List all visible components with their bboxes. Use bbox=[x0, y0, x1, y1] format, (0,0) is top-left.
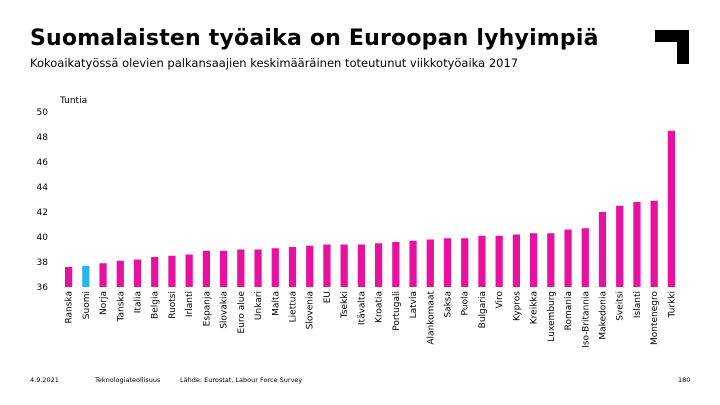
bar bbox=[374, 243, 383, 287]
y-tick-label: 42 bbox=[37, 208, 48, 218]
x-tick-label: Liettua bbox=[289, 291, 299, 322]
bars-group bbox=[64, 130, 675, 287]
x-tick-label: Tanska bbox=[116, 291, 126, 323]
chart-title: Suomalaisten työaika on Euroopan lyhyimp… bbox=[30, 26, 599, 51]
x-tick-label: Italia bbox=[134, 291, 144, 313]
x-tick-label: Ruotsi bbox=[168, 291, 178, 319]
x-tick-label: Iso-Britannia bbox=[581, 291, 591, 348]
x-tick-label: Slovakia bbox=[220, 291, 230, 329]
x-tick-label: EU bbox=[323, 291, 333, 303]
bar bbox=[64, 267, 73, 287]
bar bbox=[598, 212, 607, 287]
company-logo-icon bbox=[655, 30, 689, 64]
y-tick-label: 50 bbox=[37, 108, 49, 118]
x-tick-label: Saksa bbox=[444, 291, 454, 318]
bar bbox=[650, 200, 658, 287]
bar bbox=[581, 228, 589, 287]
y-axis-label: Tuntia bbox=[59, 96, 87, 106]
bar bbox=[116, 260, 124, 287]
x-tick-label: Kypros bbox=[512, 291, 522, 321]
y-tick-label: 48 bbox=[37, 133, 49, 143]
bar bbox=[237, 249, 245, 287]
x-tick-label: Espanja bbox=[202, 291, 212, 326]
x-tick-label: Sveitsi bbox=[616, 291, 626, 321]
x-tick-label: Latvia bbox=[409, 291, 419, 318]
x-tick-label: Belgia bbox=[151, 291, 161, 319]
x-tick-label: Portugali bbox=[392, 291, 402, 331]
x-tick-label: Makedonia bbox=[599, 291, 609, 340]
bar bbox=[202, 250, 210, 287]
bar bbox=[633, 202, 641, 287]
y-axis: 36 38 40 42 44 46 48 50 bbox=[37, 108, 49, 293]
x-tick-label: Bulgaria bbox=[478, 291, 488, 328]
x-tick-label: Itävalta bbox=[357, 291, 367, 325]
x-tick-label: Puola bbox=[461, 291, 471, 316]
bar bbox=[185, 254, 193, 287]
bar bbox=[512, 234, 520, 287]
bar bbox=[616, 205, 624, 287]
bar bbox=[529, 233, 538, 287]
y-tick-label: 46 bbox=[37, 158, 49, 168]
x-tick-label: Turkki bbox=[667, 291, 677, 318]
x-tick-label: Norja bbox=[99, 291, 109, 315]
bar bbox=[357, 244, 365, 287]
chart-subtitle: Kokoaikatyössä olevien palkansaajien kes… bbox=[30, 56, 519, 70]
bar bbox=[564, 229, 572, 287]
bar bbox=[254, 249, 262, 287]
x-tick-label: Montenegro bbox=[650, 291, 660, 345]
bar bbox=[288, 247, 297, 287]
bar bbox=[667, 130, 675, 287]
x-axis: Ranska Suomi Norja Tanska Italia Belgia Ruotsi… bbox=[65, 291, 678, 348]
footer-date: 4.9.2021 bbox=[30, 376, 59, 384]
bar bbox=[495, 235, 503, 287]
bar bbox=[409, 240, 417, 287]
y-tick-label: 38 bbox=[37, 258, 49, 268]
y-tick-label: 40 bbox=[37, 233, 49, 243]
bar bbox=[426, 239, 434, 287]
bar bbox=[323, 244, 331, 287]
x-tick-label: Islanti bbox=[633, 291, 643, 318]
x-tick-label: Unkari bbox=[254, 291, 264, 320]
bar bbox=[461, 238, 469, 287]
x-tick-label: Alankomaat bbox=[426, 291, 436, 345]
bar bbox=[443, 238, 452, 287]
x-tick-label: Kroatia bbox=[375, 291, 385, 323]
x-tick-label: Ranska bbox=[65, 291, 75, 324]
bar bbox=[547, 233, 555, 287]
x-tick-label: Suomi bbox=[82, 291, 92, 319]
x-tick-label: Viro bbox=[495, 291, 505, 309]
x-tick-label: Kreikka bbox=[530, 291, 540, 324]
y-tick-label: 36 bbox=[37, 283, 49, 293]
bar bbox=[151, 257, 159, 287]
bar bbox=[306, 245, 314, 287]
x-tick-label: Tsekki bbox=[340, 291, 350, 319]
bar bbox=[392, 242, 400, 287]
bar bbox=[99, 263, 107, 287]
footer-source: Lähde: Eurostat, Labour Force Survey bbox=[180, 376, 303, 384]
bar bbox=[478, 235, 486, 287]
bar bbox=[133, 259, 142, 287]
y-tick-label: 44 bbox=[37, 183, 49, 193]
x-tick-label: Romania bbox=[564, 291, 574, 330]
bar bbox=[219, 250, 228, 287]
x-tick-label: Euro alue bbox=[237, 291, 247, 334]
footer-organization: Teknologiateollisuus bbox=[95, 376, 161, 384]
bar bbox=[271, 248, 279, 287]
bar bbox=[82, 265, 90, 287]
x-tick-label: Luxemburg bbox=[547, 291, 557, 342]
bar bbox=[168, 255, 176, 287]
x-tick-label: Malta bbox=[271, 291, 281, 316]
x-tick-label: Irlanti bbox=[185, 291, 195, 317]
x-tick-label: Slovenia bbox=[306, 291, 316, 329]
bar bbox=[340, 244, 348, 287]
page-number: 180 bbox=[678, 376, 691, 384]
